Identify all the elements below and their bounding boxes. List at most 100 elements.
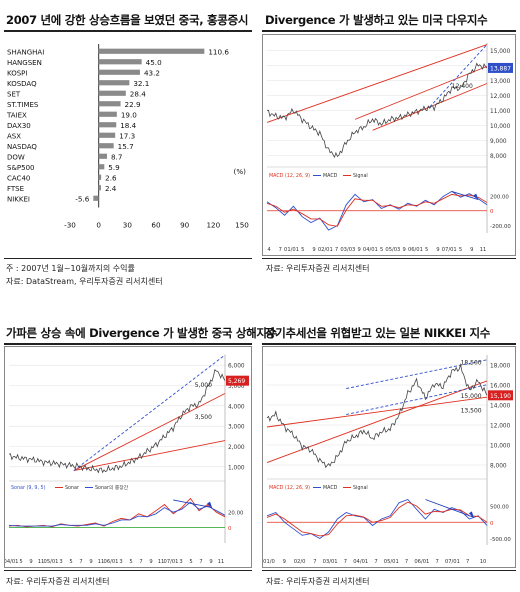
indicator-legend-item: Sonar [65,485,79,491]
bar-kosdaq [98,80,130,86]
bar-value-label: 28.4 [130,89,146,98]
x-tick-label: 11 [98,559,105,565]
panel4-source: 자료: 우리투자증권 리서치센터 [266,577,370,586]
price-tick-label: 15,000 [490,49,511,55]
indicator-legend-title: Sonar (9, 9, 5) [11,485,46,491]
bar-asx [98,132,116,138]
bar-value-label: 43.2 [144,68,160,77]
x-tick-label: 5 [129,559,132,565]
panel1-chart: SHANGHAI 110.6 HANGSEN 45.0 KOSPI 43.2 KOSDAQ 3… [4,34,252,256]
x-tick-label: 5 [19,559,22,565]
indicator-legend-title: MACD (12, 26, 9) [269,485,310,491]
x-tick-label: 06/01 [104,559,119,565]
indicator-tick-label: 20.00 [228,511,244,517]
panel1-note: 주 : 2007년 1월~10월까지의 수익률 [6,264,135,273]
bar-value-label: 5.9 [108,163,120,172]
x-tick-label: 9 [89,559,92,565]
price-tick-label: 5,000 [228,384,245,390]
category-label: S&P500 [7,164,34,172]
x-tick-label: 7 [313,559,316,565]
x-tick-label: 3 [119,559,122,565]
bar-set [98,90,126,96]
x-tick-label: 9 [436,247,439,253]
level-label: 15,000 [461,393,482,400]
x-tick-label: 7 [199,559,202,565]
bar-dax30 [98,122,117,128]
x-tick-label: 06/01 [408,247,423,253]
x-tick-label: 60 [151,221,161,230]
price-tick-label: 6,000 [228,364,245,370]
x-tick-label: 7 [435,559,438,565]
category-label: NIKKEI [7,195,30,203]
x-tick-label: 7 [344,559,347,565]
category-label: KOSDAQ [7,80,37,88]
trendline [429,44,488,108]
price-tick-label: 4,000 [228,404,245,410]
level-label: 18,500 [461,360,482,367]
category-label: SHANGHAI [7,48,44,56]
panel3-top-rule [4,343,252,345]
shanghai-chart: 6,0005,0004,0003,0002,0001,0005,2695,000… [5,354,249,565]
bar-value-label: 2.6 [105,173,117,182]
bar-kospi [98,69,140,75]
x-tick-label: 07/01 [445,559,460,565]
category-label: CAC40 [7,174,30,182]
x-tick-label: 07/01 [442,247,457,253]
category-label: KOSPI [7,69,27,77]
trendline [73,354,226,471]
bar-value-label: 2.4 [105,184,117,193]
x-tick-label: 4 [267,247,271,253]
indicator-series-a [8,497,226,528]
x-tick-label: 0 [96,221,101,230]
level-label: 13,500 [461,408,482,415]
x-tick-label: 01/01 [284,247,299,253]
price-series-line [8,369,226,474]
x-tick-label: 7 [335,247,338,253]
bar-value-label: -5.6 [75,194,89,203]
bar-value-label: 45.0 [146,58,162,67]
panel2-bottom-rule [262,258,516,259]
trendline [266,396,488,428]
bar-ftse [98,185,101,191]
x-tick-label: 9 [470,247,473,253]
level-label: 12,400 [452,83,473,90]
trendline [354,65,488,120]
indicator-tick-label: 0 [228,526,232,532]
indicator-tick-label: 0 [490,209,494,215]
bar-value-label: 18.4 [120,121,136,130]
indicator-legend-item: Sonar의 중장간 [95,484,129,491]
price-tick-label: 2,000 [228,445,245,451]
category-label: NASDAQ [7,143,37,151]
indicator-tick-label: -200.00 [490,224,511,230]
indicator-legend-item: Signal [353,485,368,491]
indicator-series-b [266,193,488,227]
x-tick-label: 01/0 [263,559,275,565]
x-tick-label: 5 [380,247,383,253]
x-tick-label: 05/01 [384,559,399,565]
panel4-top-rule [262,343,516,345]
x-tick-label: 5 [69,559,72,565]
x-tick-label: 11 [480,247,487,253]
x-tick-label: 04/01 [5,559,18,565]
x-tick-label: 3 [59,559,62,565]
category-label: DAX30 [7,122,31,130]
panel3-bottom-rule [4,570,252,571]
price-tag-label: 13,887 [490,65,511,72]
x-tick-label: 9 [29,559,32,565]
price-tag-label: 15,190 [490,393,511,400]
price-tick-label: 10,000 [490,444,511,450]
price-tick-label: 16,000 [490,384,511,390]
trendline [73,393,226,471]
bar-taiex [98,111,117,117]
dow-chart: 15,00014,00013,00012,00011,00010,0009,00… [266,43,513,253]
bar-shanghai [98,48,205,54]
bar-cac40 [98,174,102,180]
price-tick-label: 8,000 [490,154,507,160]
x-tick-label: 5 [189,559,192,565]
category-label: ASX [7,132,21,140]
x-tick-label: 5 [425,247,428,253]
divergence-arrowhead [473,193,479,200]
x-tick-label: 06/01 [414,559,429,565]
category-label: TAIEX [6,111,27,119]
bar-sp500 [98,164,105,170]
